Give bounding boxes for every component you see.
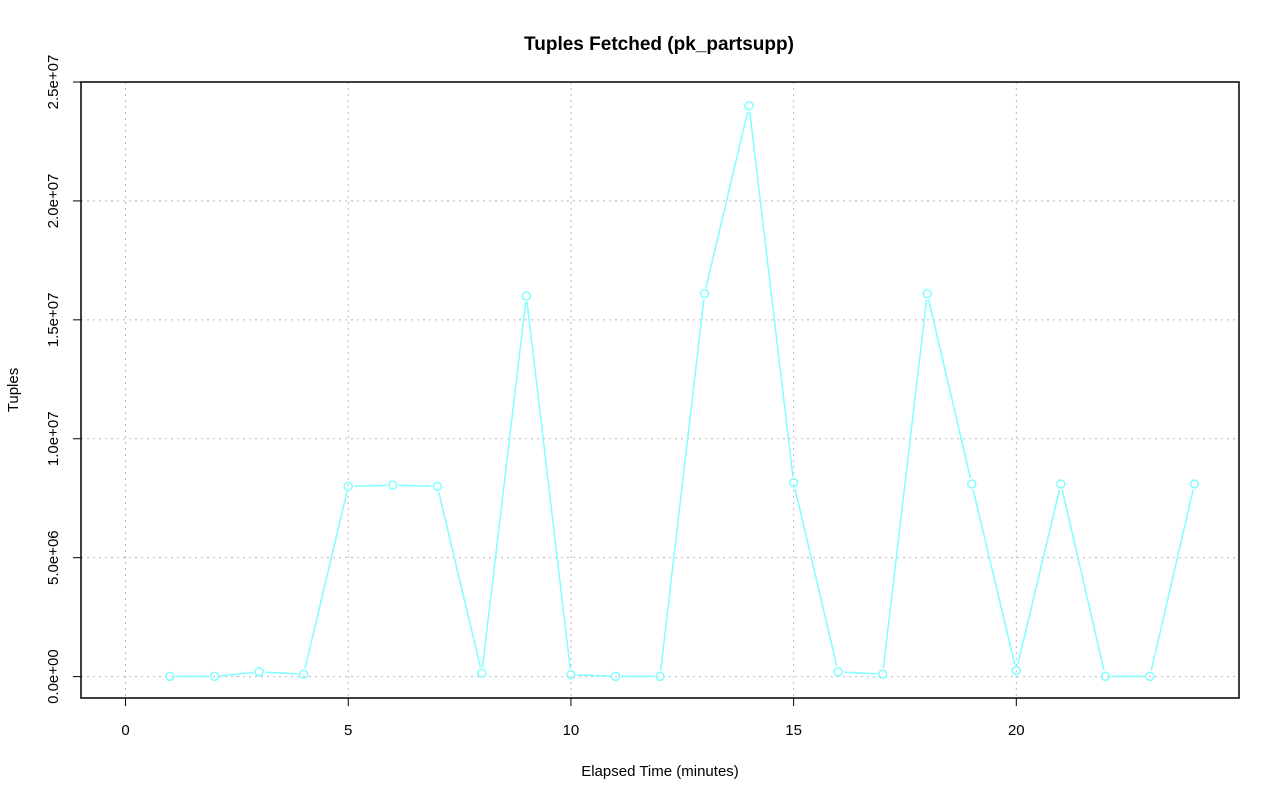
series-segment (437, 491, 482, 668)
series-segment (576, 674, 610, 677)
x-tick-label: 20 (1008, 722, 1025, 739)
series-segment (1150, 489, 1194, 671)
series-segment (794, 488, 838, 667)
series-segment (749, 111, 794, 477)
data-point (566, 669, 576, 680)
x-tick-label: 15 (785, 722, 802, 739)
data-point (298, 669, 309, 679)
data-point (655, 671, 665, 682)
data-point (209, 671, 220, 682)
series-segment (398, 484, 432, 487)
data-point (610, 671, 621, 682)
y-axis-label: Tuples (5, 368, 22, 412)
data-point (877, 669, 888, 679)
data-point (477, 668, 487, 678)
data-point (1189, 479, 1200, 489)
series-segment (304, 491, 348, 669)
data-point (165, 671, 175, 682)
x-axis-label: Elapsed Time (minutes) (581, 763, 739, 780)
data-point (922, 288, 932, 299)
y-tick-label: 1.0e+07 (45, 411, 62, 466)
plot-frame (80, 81, 1240, 699)
x-tick-label: 10 (563, 722, 580, 739)
y-tick-label: 2.5e+07 (45, 55, 62, 110)
data-point (744, 101, 754, 111)
data-point (254, 667, 264, 677)
y-tick-label: 0.0e+00 (45, 649, 62, 704)
series-segment (659, 299, 705, 671)
data-point (788, 478, 799, 488)
series-segment (220, 671, 254, 677)
series-segment (1016, 489, 1061, 665)
series-segment (882, 299, 928, 669)
data-point (833, 667, 843, 677)
data-point (1145, 671, 1155, 682)
data-point (1056, 479, 1066, 489)
data-point (699, 288, 710, 299)
series-segment (481, 301, 527, 668)
data-point (1011, 665, 1022, 676)
series-segment (265, 671, 298, 675)
x-tick-label: 5 (344, 722, 352, 739)
series-segment (526, 301, 571, 669)
series-segment (705, 111, 749, 289)
data-point (388, 480, 398, 490)
x-tick-label: 0 (121, 722, 129, 739)
series-segment (927, 299, 972, 479)
series-segment (972, 489, 1016, 665)
series-layer (165, 101, 1200, 682)
y-tick-label: 2.0e+07 (45, 174, 62, 229)
data-point (1100, 671, 1111, 682)
data-point (967, 479, 977, 489)
series-segment (354, 484, 387, 487)
y-tick-label: 5.0e+06 (45, 530, 62, 585)
data-point (521, 291, 532, 301)
series-segment (844, 671, 877, 675)
y-tick-label: 1.5e+07 (45, 293, 62, 348)
chart-title: Tuples Fetched (pk_partsupp) (524, 34, 794, 55)
series-segment (1061, 489, 1105, 671)
data-point (432, 481, 443, 492)
data-point (343, 481, 353, 492)
